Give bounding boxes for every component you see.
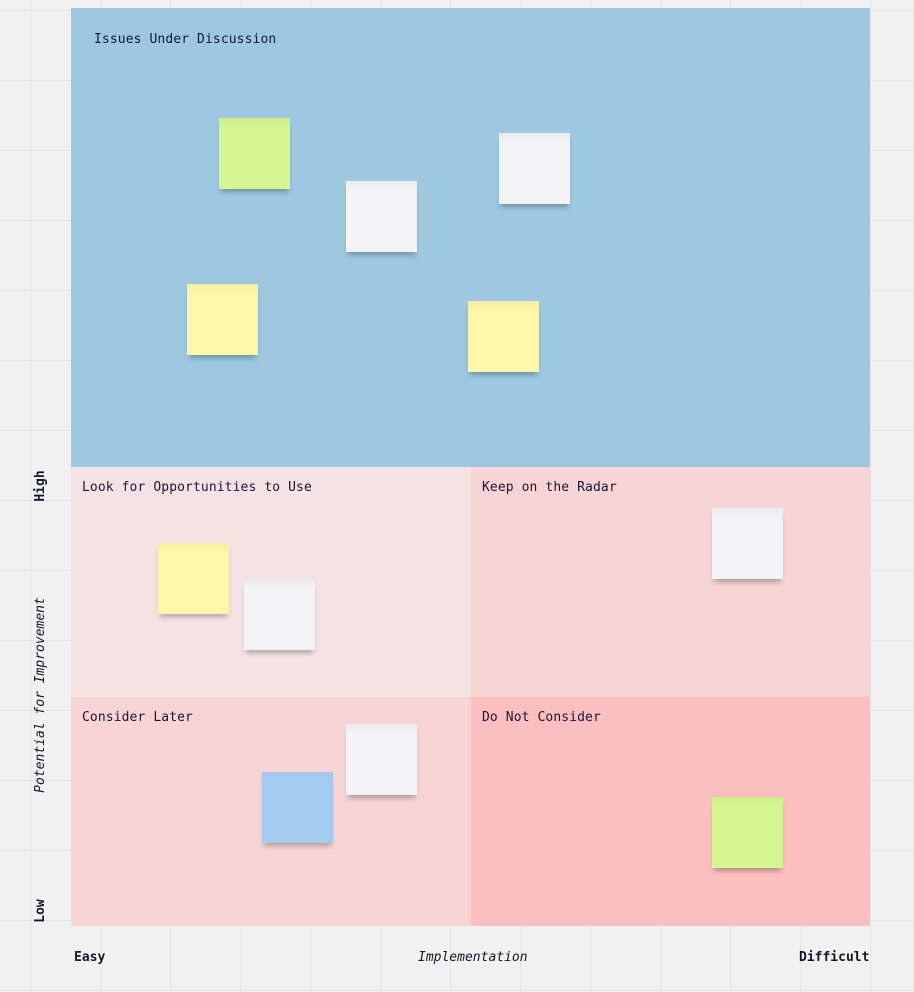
zone-keep-on-the-radar[interactable]: Keep on the Radar	[471, 467, 870, 697]
sticky-note-green[interactable]	[219, 118, 290, 189]
zone-consider-later[interactable]: Consider Later	[71, 697, 471, 926]
sticky-note-blue[interactable]	[262, 772, 333, 843]
zone-issues-under-discussion[interactable]: Issues Under Discussion	[71, 8, 870, 467]
zone-title-issues-under-discussion: Issues Under Discussion	[94, 32, 277, 47]
y-axis-title: Potential for Improvement	[33, 597, 48, 793]
sticky-note-white[interactable]	[244, 579, 315, 650]
sticky-note-white[interactable]	[346, 724, 417, 795]
sticky-note-white[interactable]	[346, 181, 417, 252]
sticky-note-white[interactable]	[499, 133, 570, 204]
zone-look-for-opportunities[interactable]: Look for Opportunities to Use	[71, 467, 471, 697]
zone-title-consider-later: Consider Later	[82, 710, 193, 725]
sticky-note-green[interactable]	[712, 797, 783, 868]
zone-do-not-consider[interactable]: Do Not Consider	[471, 697, 870, 926]
zone-title-do-not-consider: Do Not Consider	[482, 710, 601, 725]
x-axis-title: Implementation	[418, 950, 528, 965]
sticky-note-white[interactable]	[712, 508, 783, 579]
y-axis-high-label: High	[33, 470, 48, 502]
x-axis-difficult-label: Difficult	[799, 950, 870, 965]
sticky-note-yellow[interactable]	[158, 543, 229, 614]
y-axis-low-label: Low	[33, 899, 48, 923]
sticky-note-yellow[interactable]	[468, 301, 539, 372]
zone-title-keep-on-the-radar: Keep on the Radar	[482, 480, 617, 495]
zone-title-look-for-opportunities: Look for Opportunities to Use	[82, 480, 312, 495]
x-axis-easy-label: Easy	[74, 950, 106, 965]
sticky-note-yellow[interactable]	[187, 284, 258, 355]
